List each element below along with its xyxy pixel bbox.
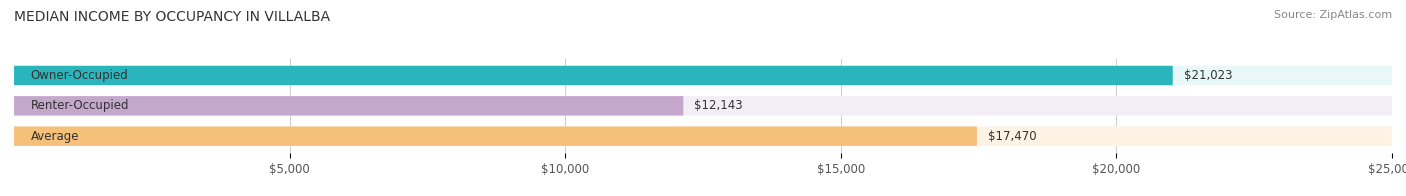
FancyBboxPatch shape	[14, 126, 977, 146]
Text: Source: ZipAtlas.com: Source: ZipAtlas.com	[1274, 10, 1392, 20]
FancyBboxPatch shape	[14, 96, 683, 116]
Text: Average: Average	[31, 130, 79, 143]
Text: $21,023: $21,023	[1184, 69, 1232, 82]
Text: $12,143: $12,143	[695, 99, 742, 112]
FancyBboxPatch shape	[14, 96, 1392, 116]
Text: $17,470: $17,470	[988, 130, 1036, 143]
Text: Renter-Occupied: Renter-Occupied	[31, 99, 129, 112]
Text: MEDIAN INCOME BY OCCUPANCY IN VILLALBA: MEDIAN INCOME BY OCCUPANCY IN VILLALBA	[14, 10, 330, 24]
FancyBboxPatch shape	[14, 66, 1173, 85]
FancyBboxPatch shape	[14, 126, 1392, 146]
FancyBboxPatch shape	[14, 66, 1392, 85]
Text: Owner-Occupied: Owner-Occupied	[31, 69, 128, 82]
